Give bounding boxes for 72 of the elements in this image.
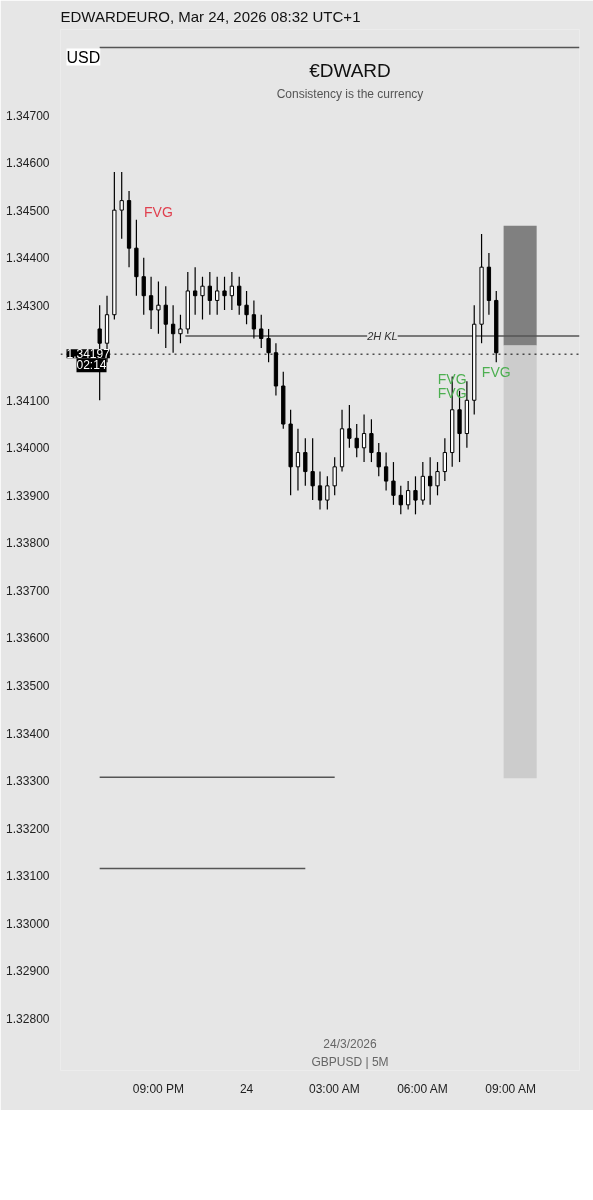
x-tick-label: 03:00 AM [309,1081,360,1096]
series-label: 2H KL [366,330,398,343]
y-tick-label: 1.34600 [6,156,50,171]
x-tick-label: 06:00 AM [397,1081,448,1096]
candlestick [317,470,323,511]
text: Consistency is the currency [276,86,424,101]
y-tick-label: 1.34700 [6,108,50,123]
x-tick-label: 24 [239,1081,254,1096]
y-tick-label: 1.34500 [6,203,50,218]
candlestick [428,456,433,506]
y-tick-label: 1.33900 [6,488,50,503]
y-tick-label: 1.34300 [6,298,50,313]
candlestick [237,276,242,316]
candlestick [435,461,440,496]
candlestick [207,271,212,316]
y-tick-label: 1.33000 [6,916,50,931]
candlestick [398,485,403,515]
annotation: USD [66,48,101,66]
candlestick [420,461,425,506]
y-tick-label: 1.34000 [6,441,50,456]
candlestick [332,456,337,496]
candlestick [347,404,352,449]
candlestick [141,257,146,316]
candlestick [222,276,227,311]
annotation: 24/3/2026 [323,1036,378,1051]
y-tick-label: 1.34400 [6,251,50,266]
candlestick [310,437,315,501]
y-tick-label: 1.33800 [6,536,50,551]
y-tick-label: 1.32800 [6,1011,50,1026]
candlestick [295,428,301,492]
candlestick [391,461,396,506]
text: EDWARDEURO, Mar 24, 2026 08:32 UTC+1 [60,7,361,25]
candlestick [383,451,389,492]
y-tick-label: 1.33300 [6,774,50,789]
candlestick [376,442,381,477]
y-tick-label: 1.33700 [6,583,50,598]
candlestick [170,304,176,354]
y-tick-label: 1.33600 [6,631,50,646]
candlestick [156,280,161,335]
candlestick [442,437,448,482]
annotation: GBPUSD | 5M [311,1054,389,1069]
y-tick-label: 1.33200 [6,821,50,836]
candlestick [354,423,359,458]
text: €DWARD [309,59,391,81]
y-tick-label: 1.33500 [6,678,50,693]
x-tick-label: 09:00 PM [132,1081,185,1096]
candlestick [413,475,418,515]
y-tick-label: 1.33100 [6,869,50,884]
candlestick [178,314,183,344]
candlestick [229,271,235,311]
y-tick-label: 1.32900 [6,964,50,979]
candlestick [163,285,168,349]
candlestick [148,276,154,330]
candlestick [303,437,308,487]
candlestick [405,480,411,511]
candlestick [325,475,330,511]
candlestick [361,413,367,463]
annotation: FVG [437,370,467,387]
candlestick [244,290,249,325]
candlestick [192,266,198,316]
annotation: FVG [481,364,511,381]
annotation: FVG [144,204,173,221]
candlestick [369,418,374,463]
candlestick [259,314,264,349]
annotation: 02:14 [76,358,107,373]
y-tick-label: 1.34100 [6,393,50,408]
x-tick-label: 09:00 AM [485,1081,536,1096]
candlestick [251,299,257,340]
candlestick [200,276,205,321]
y-tick-label: 1.33400 [6,726,50,741]
candlestick [215,276,220,316]
candlestick [119,171,124,240]
